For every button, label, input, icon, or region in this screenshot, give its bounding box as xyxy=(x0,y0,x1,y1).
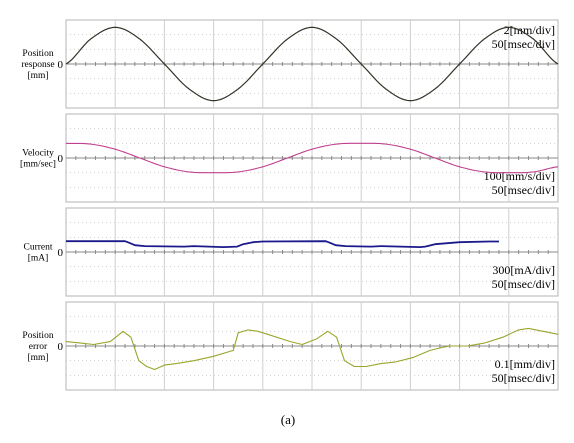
y-axis-label-line: Current xyxy=(23,243,52,253)
y-axis-label-line: Position xyxy=(22,49,53,59)
current-panel: 0 Current [mA] 300[mA/div]50[msec/div] xyxy=(23,207,559,297)
current-series-line xyxy=(66,240,499,248)
y-axis-label-line: [mm] xyxy=(27,353,48,363)
zero-label: 0 xyxy=(58,341,64,353)
scale-label: 50[msec/div] xyxy=(492,183,555,197)
scale-label: 50[msec/div] xyxy=(492,37,555,51)
position-response-panel: 0 Position response [mm] 2[mm/div]50[msec/di… xyxy=(21,19,559,109)
scale-label: 50[msec/div] xyxy=(492,277,555,291)
y-axis-label-line: Position xyxy=(22,331,53,341)
y-axis-label: Current [mA] xyxy=(23,243,52,264)
y-axis-label-line: [mm/sec] xyxy=(20,160,56,170)
velocity-series-line xyxy=(65,142,559,174)
zero-label: 0 xyxy=(58,59,64,71)
y-axis-label: Position error [mm] xyxy=(22,331,53,363)
y-axis-label-line: Velocity xyxy=(22,149,54,159)
scale-label: 2[mm/div] xyxy=(504,23,555,37)
zero-label: 0 xyxy=(58,247,64,259)
y-axis-label: Position response [mm] xyxy=(21,49,54,81)
scale-label: 100[mm/s/div] xyxy=(484,169,555,183)
scale-label: 300[mA/div] xyxy=(492,263,555,277)
position-error-panel: 0 Position error [mm] 0.1[mm/div]50[msec/div… xyxy=(22,301,559,391)
y-axis-label-line: response xyxy=(21,60,54,70)
y-axis-label: Velocity [mm/sec] xyxy=(20,149,56,170)
response-series-line xyxy=(65,26,559,102)
figure-caption: (a) xyxy=(281,412,295,427)
y-axis-label-line: [mA] xyxy=(28,254,49,264)
y-axis-label-line: [mm] xyxy=(27,71,48,81)
y-axis-label-line: error xyxy=(29,342,48,352)
error-series-line xyxy=(65,327,559,371)
scale-label: 0.1[mm/div] xyxy=(495,357,555,371)
zero-label: 0 xyxy=(58,153,64,165)
scale-label: 50[msec/div] xyxy=(492,371,555,385)
